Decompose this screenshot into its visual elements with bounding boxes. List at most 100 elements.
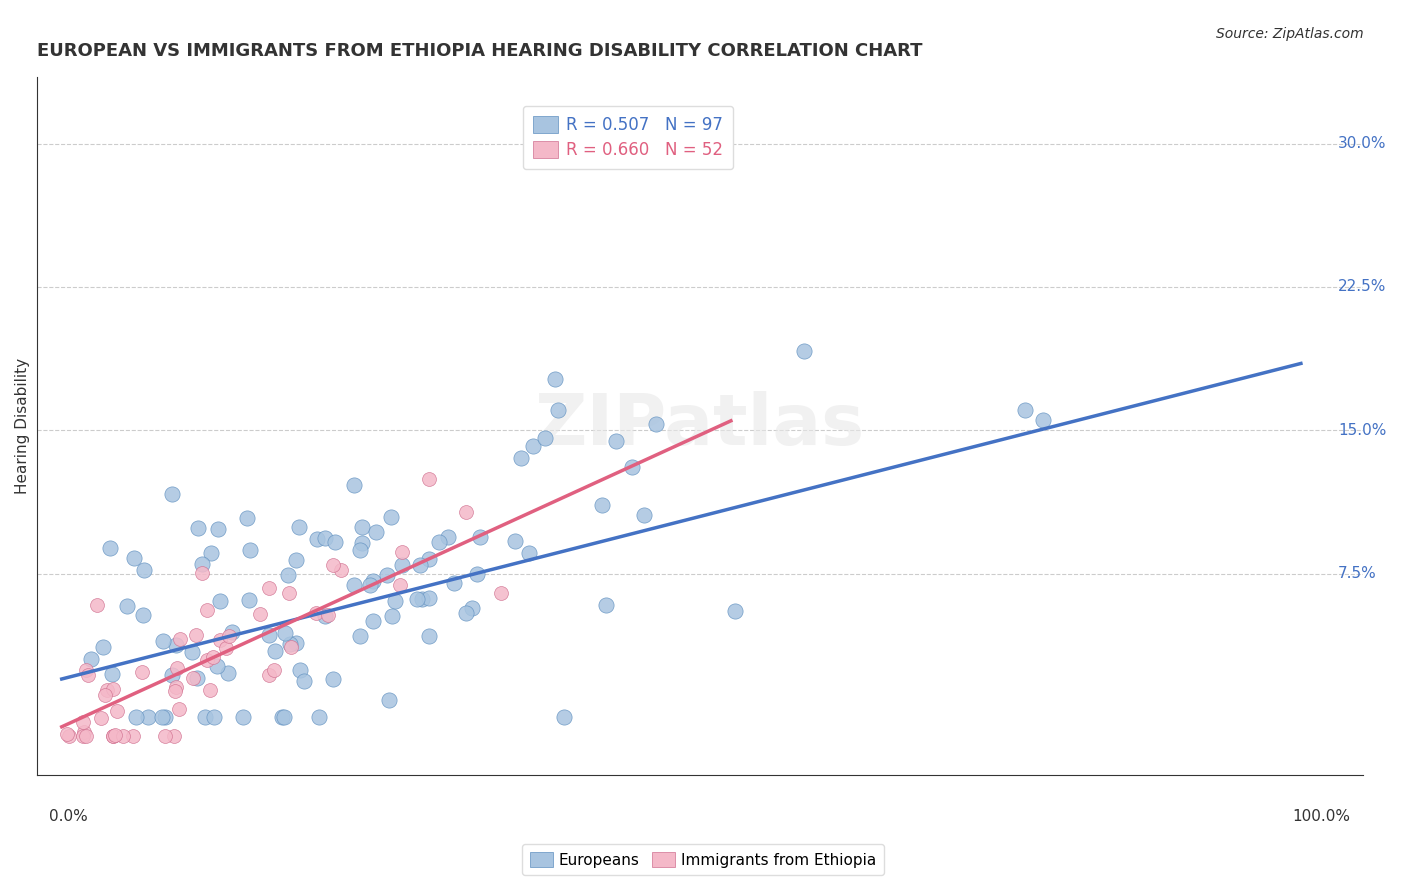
Point bbox=[793, 344, 815, 359]
Text: 7.5%: 7.5% bbox=[1339, 566, 1376, 582]
Point bbox=[235, 511, 257, 525]
Text: 22.5%: 22.5% bbox=[1339, 279, 1386, 294]
Point bbox=[724, 604, 747, 618]
Point bbox=[465, 566, 488, 581]
Point bbox=[605, 434, 627, 448]
Point bbox=[305, 607, 328, 621]
Point bbox=[456, 505, 478, 519]
Point bbox=[456, 607, 478, 621]
Point bbox=[165, 680, 187, 694]
Point bbox=[86, 598, 108, 612]
Point bbox=[270, 710, 292, 724]
Point bbox=[103, 730, 125, 744]
Legend: R = 0.507   N = 97, R = 0.660   N = 52: R = 0.507 N = 97, R = 0.660 N = 52 bbox=[523, 106, 733, 169]
Point bbox=[150, 710, 173, 724]
Point bbox=[284, 553, 307, 567]
Point bbox=[73, 725, 96, 739]
Point bbox=[288, 519, 311, 533]
Point bbox=[200, 546, 222, 560]
Point bbox=[278, 637, 301, 651]
Text: Source: ZipAtlas.com: Source: ZipAtlas.com bbox=[1216, 27, 1364, 41]
Point bbox=[409, 558, 432, 572]
Point bbox=[221, 624, 243, 639]
Point bbox=[342, 477, 364, 491]
Point bbox=[284, 635, 307, 649]
Point bbox=[180, 644, 202, 658]
Point bbox=[166, 660, 188, 674]
Point bbox=[72, 714, 94, 729]
Point bbox=[418, 629, 440, 643]
Point bbox=[361, 574, 384, 589]
Point bbox=[489, 586, 512, 600]
Point bbox=[96, 683, 118, 698]
Point bbox=[191, 557, 214, 571]
Point bbox=[153, 710, 176, 724]
Point bbox=[314, 531, 336, 545]
Point bbox=[391, 544, 413, 558]
Point bbox=[131, 665, 153, 679]
Text: 100.0%: 100.0% bbox=[1292, 809, 1351, 824]
Point bbox=[132, 563, 155, 577]
Point bbox=[316, 608, 339, 623]
Point bbox=[132, 608, 155, 623]
Point bbox=[195, 653, 218, 667]
Point bbox=[263, 644, 285, 658]
Point bbox=[322, 672, 344, 686]
Point bbox=[308, 710, 330, 724]
Point bbox=[274, 625, 297, 640]
Point bbox=[406, 591, 429, 606]
Point bbox=[215, 640, 238, 655]
Y-axis label: Hearing Disability: Hearing Disability bbox=[15, 358, 30, 493]
Point bbox=[377, 693, 399, 707]
Point bbox=[461, 600, 484, 615]
Point bbox=[470, 530, 492, 544]
Point bbox=[191, 566, 214, 580]
Point bbox=[330, 563, 353, 577]
Point bbox=[160, 668, 183, 682]
Point bbox=[273, 710, 295, 724]
Point bbox=[75, 730, 97, 744]
Point bbox=[322, 558, 344, 572]
Point bbox=[534, 431, 557, 445]
Point bbox=[278, 586, 301, 600]
Point bbox=[280, 640, 302, 654]
Point bbox=[209, 633, 232, 648]
Point bbox=[1014, 402, 1036, 417]
Point bbox=[263, 663, 285, 677]
Point bbox=[98, 541, 121, 555]
Point bbox=[509, 451, 531, 466]
Point bbox=[232, 710, 254, 724]
Point bbox=[160, 487, 183, 501]
Point bbox=[136, 710, 159, 724]
Point bbox=[72, 730, 94, 744]
Legend: Europeans, Immigrants from Ethiopia: Europeans, Immigrants from Ethiopia bbox=[522, 844, 884, 875]
Text: 0.0%: 0.0% bbox=[49, 809, 89, 824]
Point bbox=[411, 591, 433, 606]
Point bbox=[201, 649, 224, 664]
Point bbox=[553, 710, 575, 724]
Point bbox=[163, 730, 186, 744]
Text: ZIPatlas: ZIPatlas bbox=[534, 391, 865, 460]
Point bbox=[645, 417, 668, 431]
Point bbox=[307, 533, 329, 547]
Point bbox=[288, 664, 311, 678]
Point bbox=[350, 520, 373, 534]
Point bbox=[343, 577, 366, 591]
Point bbox=[418, 473, 440, 487]
Point bbox=[186, 671, 208, 685]
Point bbox=[101, 667, 124, 681]
Point bbox=[349, 542, 371, 557]
Point bbox=[375, 568, 398, 582]
Point bbox=[103, 681, 125, 696]
Text: 30.0%: 30.0% bbox=[1339, 136, 1386, 151]
Point bbox=[184, 627, 207, 641]
Point bbox=[93, 688, 115, 702]
Point bbox=[366, 524, 388, 539]
Point bbox=[350, 535, 373, 549]
Point bbox=[257, 628, 280, 642]
Point bbox=[595, 598, 617, 612]
Point bbox=[167, 702, 190, 716]
Point bbox=[238, 593, 260, 607]
Point bbox=[1032, 413, 1054, 427]
Point bbox=[239, 543, 262, 558]
